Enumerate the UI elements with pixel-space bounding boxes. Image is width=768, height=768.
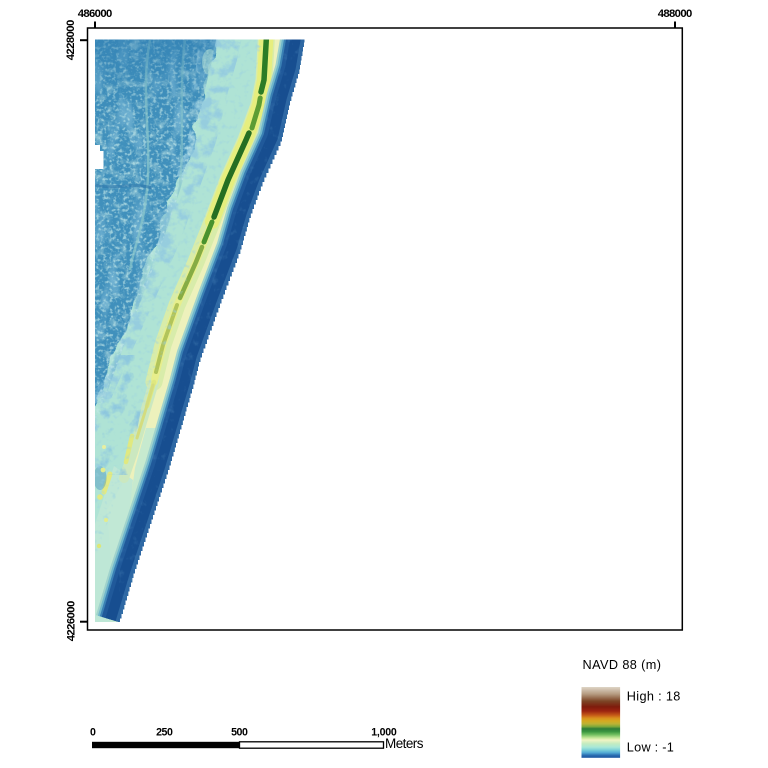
svg-text:0: 0: [90, 727, 96, 739]
svg-text:4226000: 4226000: [66, 601, 78, 642]
svg-text:500: 500: [231, 727, 248, 739]
svg-text:NAVD 88 (m): NAVD 88 (m): [583, 658, 662, 672]
svg-text:High : 18: High : 18: [627, 689, 681, 703]
svg-text:488000: 488000: [658, 8, 693, 20]
svg-text:Meters: Meters: [385, 736, 424, 751]
svg-text:Low : -1: Low : -1: [627, 741, 674, 755]
svg-text:486000: 486000: [78, 8, 113, 20]
svg-text:1,000: 1,000: [371, 727, 397, 739]
svg-text:4228000: 4228000: [65, 20, 77, 61]
svg-text:250: 250: [156, 727, 173, 739]
